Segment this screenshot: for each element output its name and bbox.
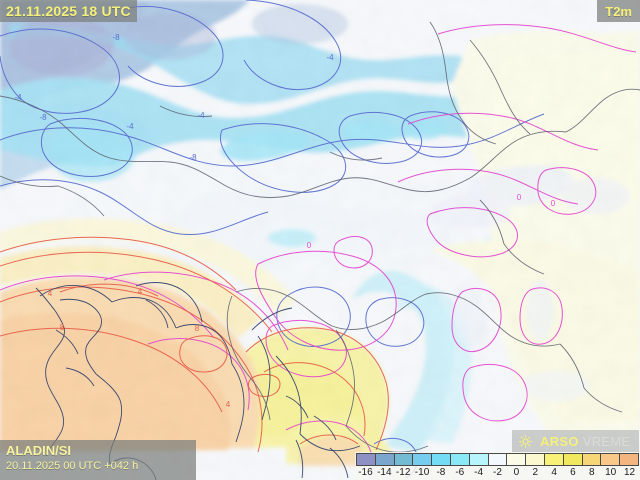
svg-text:4: 4 xyxy=(226,400,231,409)
svg-text:8: 8 xyxy=(195,324,200,333)
colorbar-swatch xyxy=(488,454,508,465)
parameter-label: T2m xyxy=(605,3,632,19)
colorbar-swatch xyxy=(582,454,602,465)
model-info-banner: ALADIN/SI 20.11.2025 00 UTC +042 h xyxy=(0,440,196,480)
colorbar-tick: -14 xyxy=(377,467,392,478)
colorbar-tick: -8 xyxy=(436,467,446,478)
svg-text:-4: -4 xyxy=(197,111,205,120)
svg-text:0: 0 xyxy=(307,241,312,250)
model-run-info: 20.11.2025 00 UTC +042 h xyxy=(6,460,139,472)
colorbar-swatch xyxy=(469,454,489,465)
colorbar-tick: 8 xyxy=(589,467,595,478)
colorbar-swatch xyxy=(601,454,621,465)
colorbar-tick-labels: -16 -14 -12 -10 -8 -6 -4 -2 0 2 4 6 8 10 12 xyxy=(356,466,639,479)
forecast-timestamp: 21.11.2025 18 UTC xyxy=(6,3,131,19)
timestamp-banner: 21.11.2025 18 UTC xyxy=(0,0,137,22)
colorbar-swatch xyxy=(563,454,583,465)
colorbar-tick: 12 xyxy=(624,467,636,478)
colorbar-swatch xyxy=(375,454,395,465)
svg-text:0: 0 xyxy=(517,193,522,202)
svg-text:-4: -4 xyxy=(14,93,22,102)
svg-text:4: 4 xyxy=(138,287,143,296)
colorbar-tick: 6 xyxy=(570,467,576,478)
model-name: ALADIN/SI xyxy=(6,443,71,458)
colorbar-swatch xyxy=(394,454,414,465)
svg-text:-4: -4 xyxy=(126,122,134,131)
svg-text:-8: -8 xyxy=(39,113,47,122)
arso-vreme-logo[interactable]: ARSO VREME xyxy=(512,430,639,452)
colorbar-swatch xyxy=(450,454,470,465)
colorbar-tick: -4 xyxy=(474,467,484,478)
parameter-badge: T2m xyxy=(597,0,640,22)
colorbar-swatch xyxy=(413,454,433,465)
svg-text:-4: -4 xyxy=(326,53,334,62)
svg-text:4: 4 xyxy=(48,289,53,298)
svg-text:-8: -8 xyxy=(189,153,197,162)
colorbar-tick: 10 xyxy=(605,467,617,478)
colorbar-swatch xyxy=(357,454,376,465)
brand-primary: ARSO xyxy=(540,433,579,449)
colorbar-tick: -2 xyxy=(493,467,502,478)
svg-text:-8: -8 xyxy=(112,33,120,42)
colorbar-swatches xyxy=(356,453,639,466)
colorbar-tick: -10 xyxy=(414,467,430,478)
colorbar-tick: -12 xyxy=(395,467,411,478)
colorbar-tick: 0 xyxy=(513,467,520,478)
colorbar-tick: -6 xyxy=(455,467,465,478)
colorbar-swatch xyxy=(526,454,545,465)
svg-text:0: 0 xyxy=(551,199,556,208)
colorbar-tick: 4 xyxy=(551,467,557,478)
colorbar-swatch xyxy=(507,454,527,465)
colorbar-tick: -16 xyxy=(358,467,373,478)
colorbar-swatch xyxy=(544,454,564,465)
colorbar-swatch xyxy=(620,454,638,465)
brand-secondary: VREME xyxy=(582,433,631,449)
svg-text:8: 8 xyxy=(60,323,65,332)
temperature-colorbar[interactable]: -16 -14 -12 -10 -8 -6 -4 -2 0 2 4 6 8 10 12 xyxy=(355,452,640,480)
colorbar-swatch xyxy=(432,454,451,465)
colorbar-tick: 2 xyxy=(532,467,538,478)
sun-icon xyxy=(518,434,533,449)
